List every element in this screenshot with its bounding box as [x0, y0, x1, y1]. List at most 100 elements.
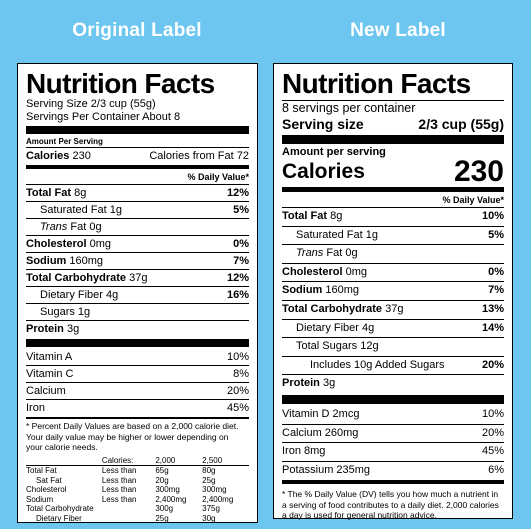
- nutrient-dv: 7%: [488, 284, 504, 297]
- nutrient-row: Total Fat 8g 10%: [282, 207, 504, 226]
- calories-value: 230: [453, 155, 504, 188]
- original-nutrition-label: Nutrition Facts Serving Size 2/3 cup (55…: [17, 63, 258, 523]
- table-header-cell: 2,500: [202, 455, 223, 465]
- nutrient-label: Total Fat: [26, 187, 72, 199]
- divider: [26, 165, 249, 169]
- nutrient-dv: 16%: [226, 289, 249, 301]
- nutrient-row: Sodium 160mg 7%: [26, 252, 249, 269]
- nutrient-dv: 7%: [233, 255, 249, 267]
- nutrient-amount: 160mg: [325, 284, 360, 297]
- vitamin-label: Iron: [26, 402, 45, 414]
- table-row: Total Fat Less than 65g 80g: [26, 466, 216, 475]
- nutrient-dv: 20%: [481, 358, 504, 371]
- nutrient-row: Cholesterol 0mg 0%: [282, 262, 504, 282]
- table-header-cell: Calories:: [101, 455, 134, 465]
- nutrient-label: Sodium: [282, 284, 323, 297]
- nutrient-dv: 10%: [481, 210, 504, 222]
- vitamin-dv: 20%: [226, 385, 249, 397]
- nutrient-label: Dietary Fiber: [296, 321, 359, 334]
- nutrient-row: Includes 10g Added Sugars 20%: [282, 355, 504, 375]
- nutrient-label: Total Carbohydrate: [26, 272, 127, 284]
- nutrient-dv: 5%: [488, 228, 504, 241]
- daily-values-table: Calories: 2,000 2,500 Total Fat Less than…: [26, 456, 249, 524]
- vitamin-label: Vitamin C: [26, 368, 74, 380]
- vitamin-row: Vitamin C 8%: [26, 365, 249, 382]
- nutrient-label: Includes 10g Added Sugars: [310, 358, 445, 371]
- vitamin-row: Potassium 235mg 6%: [282, 460, 504, 480]
- nutrient-amount: 37g: [385, 302, 404, 315]
- vitamin-dv: 10%: [226, 351, 249, 363]
- nutrient-dv: 0%: [233, 238, 249, 250]
- calories-label: Calories: [282, 160, 365, 183]
- nutrient-label: Cholesterol: [26, 238, 87, 250]
- vitamin-label: Potassium 235mg: [282, 463, 371, 476]
- nutrient-amount: 0mg: [89, 238, 111, 250]
- nutrient-amount: 3g: [322, 377, 336, 390]
- footnote: * Percent Daily Values are based on a 2,…: [26, 421, 239, 452]
- divider: [26, 339, 249, 347]
- nutrient-label: Saturated Fat: [296, 228, 363, 241]
- vitamin-dv: 6%: [488, 463, 504, 476]
- nutrient-amount: 1g: [109, 204, 122, 216]
- nutrient-label: Cholesterol: [282, 265, 343, 278]
- vitamin-dv: 8%: [233, 368, 249, 380]
- serving-size-value: 2/3 cup (55g): [418, 116, 504, 132]
- amount-per-serving: Amount per serving: [282, 146, 386, 158]
- nutrient-amount: 12g: [360, 340, 379, 353]
- divider: [282, 187, 504, 192]
- nutrient-dv: 12%: [226, 272, 249, 284]
- vitamin-row: Iron 45%: [26, 399, 249, 416]
- divider: [26, 126, 249, 134]
- nutrient-amount: 1g: [77, 306, 91, 318]
- nutrient-row: Sodium 160mg 7%: [282, 281, 504, 300]
- divider: [282, 480, 504, 485]
- calories-value: 230: [72, 150, 91, 162]
- nutrient-amount: 3g: [66, 323, 80, 335]
- vitamin-row: Vitamin D 2mcg 10%: [282, 406, 504, 424]
- nutrient-row: Total Sugars 12g: [282, 337, 504, 356]
- nutrient-row: Total Carbohydrate 37g 12%: [26, 269, 249, 286]
- original-label-heading: Original Label: [72, 20, 202, 41]
- vitamin-dv: 45%: [481, 445, 504, 458]
- nutrient-label: Total Sugars: [296, 340, 358, 353]
- nutrient-amount: 160mg: [69, 255, 104, 267]
- nutrient-dv: 13%: [481, 302, 504, 315]
- nutrient-label: Trans: [40, 221, 68, 233]
- serving-size-label: Serving size: [282, 116, 364, 132]
- nutrient-amount: 4g: [106, 289, 119, 301]
- calories-row: Calories 230: [282, 155, 504, 188]
- table-header-cell: [26, 456, 102, 466]
- nutrient-amount: 8g: [74, 187, 87, 199]
- nutrient-row: Trans Fat 0g: [26, 218, 249, 235]
- vitamin-row: Iron 8mg 45%: [282, 442, 504, 461]
- nutrient-label: Total Carbohydrate: [282, 302, 383, 315]
- nutrient-row: Protein 3g: [26, 320, 249, 337]
- nutrient-row: Saturated Fat 1g 5%: [26, 201, 249, 218]
- vitamin-dv: 45%: [226, 402, 249, 414]
- vitamin-label: Calcium: [26, 385, 66, 397]
- serving-size: Serving size 2/3 cup (55g): [282, 116, 504, 133]
- nutrient-dv: 0%: [488, 265, 504, 278]
- new-label-heading: New Label: [350, 20, 446, 41]
- nutrient-label: Sugars: [40, 306, 75, 318]
- daily-value-header: % Daily Value*: [442, 195, 504, 205]
- divider: [26, 417, 249, 419]
- nutrient-row: Trans Fat 0g: [282, 244, 504, 263]
- nutrient-row: Saturated Fat 1g 5%: [282, 225, 504, 245]
- calories-label: Calories: [26, 150, 70, 162]
- nutrient-amount: 1g: [365, 228, 378, 241]
- nutrient-dv: 14%: [481, 321, 504, 334]
- nutrient-amount: 37g: [129, 272, 148, 284]
- table-row: Sat Fat Less than 20g 25g: [36, 475, 216, 485]
- divider: [282, 135, 504, 144]
- calories-from-fat: Calories from Fat 72: [149, 150, 249, 162]
- vitamin-dv: 10%: [481, 407, 504, 420]
- calories-row: Calories 230 Calories from Fat 72: [26, 147, 249, 164]
- nutrient-amount: 4g: [362, 321, 375, 334]
- nutrient-row: Total Carbohydrate 37g 13%: [282, 299, 504, 319]
- nutrient-amount: Fat 0g: [326, 247, 358, 260]
- amount-per-serving: Amount Per Serving: [26, 137, 103, 146]
- nutrient-label: Protein: [282, 377, 320, 390]
- vitamin-dv: 20%: [481, 426, 504, 439]
- nutrient-label: Saturated Fat: [40, 204, 107, 216]
